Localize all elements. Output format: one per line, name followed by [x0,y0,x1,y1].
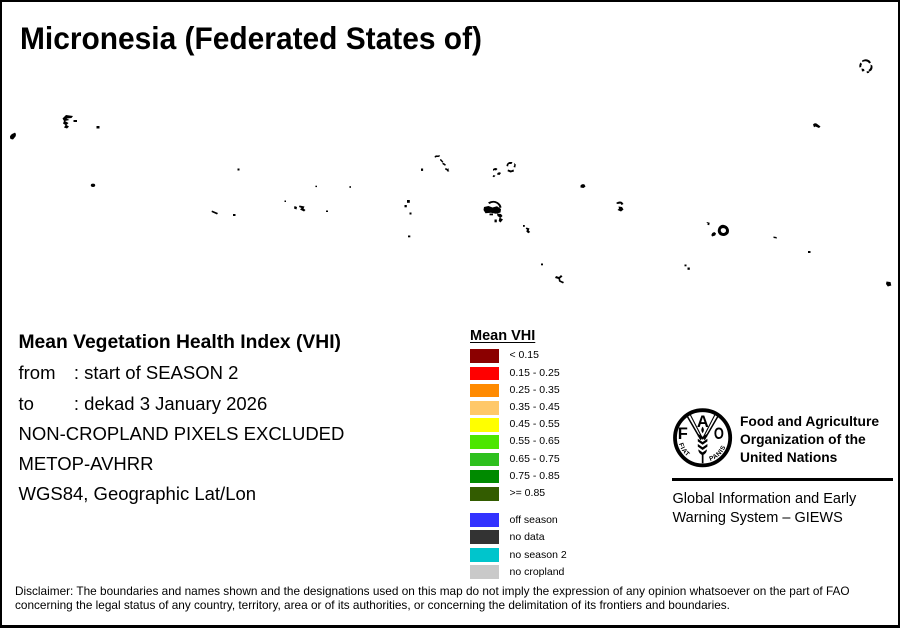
svg-text:F: F [678,425,688,443]
svg-text:A: A [697,413,709,431]
svg-text:O: O [714,426,724,444]
